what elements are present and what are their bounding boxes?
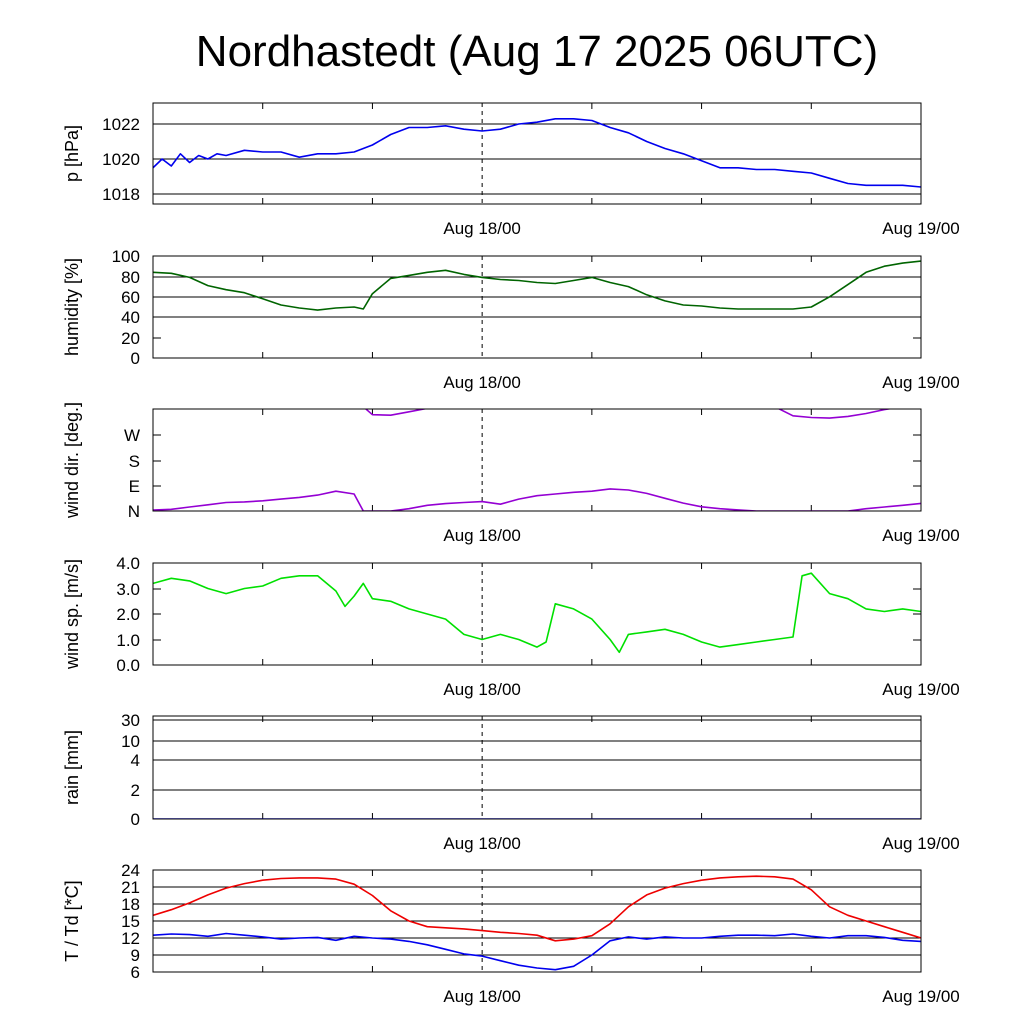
y-tick-label: 10: [121, 732, 140, 751]
y-tick-label: 4.0: [116, 554, 140, 573]
plot-frame: [152, 562, 922, 666]
y-tick-label: 4: [131, 751, 140, 770]
y-axis-label: wind dir. [deg.]: [62, 402, 82, 519]
y-tick-label: E: [129, 477, 140, 496]
chart-title: Nordhastedt (Aug 17 2025 06UTC): [196, 27, 878, 76]
series-line-1: [153, 488, 921, 511]
y-tick-label: S: [129, 452, 140, 471]
y-tick-label: 0: [131, 349, 140, 368]
x-tick-label: Aug 18/00: [443, 526, 521, 545]
x-tick-label: Aug 19/00: [882, 680, 960, 699]
y-tick-label: 6: [131, 963, 140, 982]
y-tick-label: 24: [121, 861, 140, 880]
y-tick-label: 80: [121, 268, 140, 287]
x-tick-label: Aug 19/00: [882, 834, 960, 853]
plot-frame: [152, 408, 922, 512]
series-line-1: [153, 118, 921, 188]
series-line-2: [364, 409, 428, 417]
y-tick-label: 0: [131, 810, 140, 829]
y-tick-label: 20: [121, 329, 140, 348]
x-tick-label: Aug 19/00: [882, 373, 960, 392]
y-tick-label: 100: [112, 247, 140, 266]
y-tick-label: 1020: [102, 150, 140, 169]
plot-frame: [152, 869, 922, 973]
y-axis-label: wind sp. [m/s]: [62, 559, 82, 670]
y-tick-label: W: [124, 426, 140, 445]
x-tick-label: Aug 19/00: [882, 987, 960, 1006]
y-axis-label: humidity [%]: [62, 258, 82, 356]
series-line-1: [153, 572, 921, 654]
plot-frame: [152, 255, 922, 359]
y-tick-label: 15: [121, 912, 140, 931]
series-line-1: [153, 260, 921, 311]
y-tick-label: N: [128, 502, 140, 521]
plot-frame: [152, 715, 922, 820]
y-tick-label: 60: [121, 288, 140, 307]
x-tick-label: Aug 18/00: [443, 987, 521, 1006]
x-tick-label: Aug 19/00: [882, 219, 960, 238]
y-axis-label: rain [mm]: [62, 730, 82, 805]
y-tick-label: 2.0: [116, 605, 140, 624]
y-tick-label: 3.0: [116, 580, 140, 599]
y-tick-label: 1018: [102, 185, 140, 204]
y-tick-label: 1022: [102, 115, 140, 134]
y-tick-label: 18: [121, 895, 140, 914]
series-line-2: [153, 932, 921, 971]
y-tick-label: 0.0: [116, 656, 140, 675]
x-tick-label: Aug 18/00: [443, 834, 521, 853]
y-axis-label: T / Td [*C]: [62, 880, 82, 961]
plot-frame: [152, 102, 922, 205]
panel-wind-sp-m-s: 0.0 1.0 2.0 3.0 4.0 wind sp. [m/s] Aug 18/00 Au…: [62, 554, 960, 699]
panel-p-hpa: 1018 1020 1022 p [hPa] Aug 18/00 Aug 19/00: [62, 102, 960, 238]
y-tick-label: 9: [131, 946, 140, 965]
y-tick-label: 21: [121, 878, 140, 897]
x-tick-label: Aug 18/00: [443, 680, 521, 699]
y-axis-label: p [hPa]: [62, 125, 82, 182]
x-tick-label: Aug 19/00: [882, 526, 960, 545]
x-tick-label: Aug 18/00: [443, 373, 521, 392]
series-line-3: [777, 409, 894, 419]
y-tick-label: 1.0: [116, 631, 140, 650]
x-tick-label: Aug 18/00: [443, 219, 521, 238]
y-tick-label: 30: [121, 711, 140, 730]
y-tick-label: 2: [131, 781, 140, 800]
y-tick-label: 40: [121, 308, 140, 327]
y-tick-label: 12: [121, 929, 140, 948]
series-line-1: [153, 875, 921, 942]
panel-rain-mm: 0 2 410 30 rain [mm] Aug 18/00 Aug 19/00: [62, 711, 960, 853]
